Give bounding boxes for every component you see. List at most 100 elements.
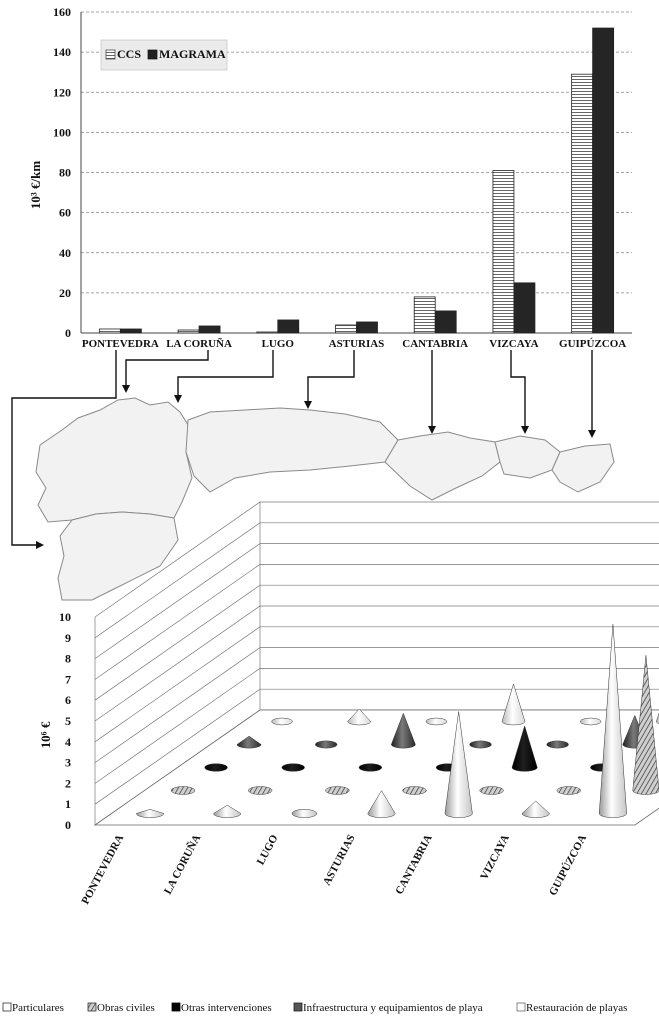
legend-label-magrama: MAGRAMA [159,47,226,61]
arrowhead-pontevedra [36,541,44,549]
cone-otras-intervenciones-base [204,763,228,772]
y-tick-label: 20 [59,286,71,300]
category-label: CANTABRIA [402,338,468,350]
gridlines [93,501,659,826]
category-label: LUGO [262,338,295,350]
arrow-lugo [177,350,274,397]
bar-magrama [119,328,142,334]
category-labels: PONTEVEDRA LA CORUÑA LUGO ASTURIAS CANTABRIA… [79,832,589,906]
bar-ccs [177,329,200,334]
arrowhead-cantabria [428,426,436,434]
z-tick-label: 1 [65,797,71,811]
bar-ccs [413,296,436,334]
cone-obras-civiles [632,655,659,795]
y-tick-label: 120 [53,85,71,99]
legend: CCS MAGRAMA [100,39,228,71]
legend-label-infraestructura: Infraestructura y equipamientos de playa [303,1002,483,1014]
cone-restauracion [501,683,526,726]
category-label: LUGO [255,832,281,867]
cone-infraestructura [391,712,416,749]
category-label: VIZCAYA [489,338,538,350]
cone-otras-intervenciones-base [281,763,305,772]
arrowhead-vizcaya [521,426,529,434]
category-label: LA CORUÑA [162,833,203,897]
z-tick-labels: 0 1 2 3 4 5 6 7 8 9 10 [59,610,71,832]
legend-bottom: Particulares Obras civiles Otras interve… [2,1002,627,1014]
legend-swatch-restauracion [516,1002,526,1012]
arrows [11,350,596,549]
cone-particulares [598,624,627,818]
cone-obras-civiles-base [325,786,350,795]
bar-ccs [492,170,515,334]
arrow-asturias [307,350,355,403]
y-tick-label: 160 [53,5,71,19]
bar-magrama [356,321,378,334]
bar-magrama [277,319,300,334]
category-label: CANTABRIA [393,833,435,897]
legend-swatch-infraestructura [293,1002,303,1012]
y-tick-label: 140 [53,45,71,59]
legend-label-obras-civiles: Obras civiles [97,1002,155,1014]
y-tick-label: 80 [59,166,71,180]
cones [136,624,659,818]
bar-chart: 0 20 40 60 80 100 120 140 160 PONTEVEDRA LA CORUÑ… [28,5,632,350]
y-tick-label: 60 [59,206,71,220]
z-tick-label: 9 [65,631,71,645]
legend-swatch-magrama [147,49,158,60]
z-tick-label: 5 [65,714,71,728]
cone-obras-civiles-base [170,786,196,795]
y-tick-label: 40 [59,246,71,260]
cone-obras-civiles-base [479,786,504,795]
cone-otras-intervenciones-base [358,763,382,772]
cone-particulares [444,711,473,818]
legend-label-ccs: CCS [117,47,141,61]
z-tick-label: 6 [65,693,71,707]
cone-particulares [213,804,242,818]
category-label: PONTEVEDRA [79,833,126,907]
category-label: VIZCAYA [478,833,512,882]
cone-infraestructura-base [546,740,569,749]
z-tick-label: 4 [65,735,71,749]
cone-infraestructura-base [315,740,338,749]
bar-magrama [434,310,457,334]
bar-magrama [198,325,221,334]
legend-label-otras-intervenciones: Otras intervenciones [181,1002,272,1014]
arrowhead-la-coruna [122,385,130,393]
cone-restauracion-base [425,717,447,726]
map-region-cantabria [384,431,501,501]
cone-restauracion-base [580,717,602,726]
y-tick-label: 0 [65,326,71,340]
z-tick-label: 8 [65,652,71,666]
cone-otras-intervenciones [511,725,538,772]
bar-ccs [335,324,357,334]
arrow-pontevedra [11,350,117,546]
legend-label-particulares: Particulares [12,1002,64,1014]
legend-panel [100,39,228,71]
cone-obras-civiles-base [556,786,581,795]
z-tick-label: 0 [65,818,71,832]
cone-particulares-base [291,809,317,818]
map-region-asturias [185,407,399,493]
legend-swatch-particulares [2,1002,12,1012]
z-tick-label: 3 [65,756,71,770]
map-region-galicia-south [57,511,179,601]
z-tick-label: 7 [65,672,71,686]
bar-ccs [256,331,279,334]
bar-magrama [513,282,536,334]
bars [98,27,615,334]
legend-label-restauracion: Restauración de playas [526,1002,627,1014]
bar-ccs [98,328,121,334]
arrow-vizcaya [510,350,526,428]
map-region-vizcaya [494,435,561,479]
cone-restauracion-base [271,717,293,726]
arrowhead-guipuzcoa [588,430,596,438]
map-region-galicia-north [35,397,193,523]
legend-swatch-ccs [105,49,116,60]
cone-particulares [367,790,396,818]
arrowhead-asturias [304,401,312,409]
category-label: ASTURIAS [329,338,385,350]
cone-restauracion [347,708,371,726]
cone-infraestructura [236,735,262,749]
map-region-guipuzcoa [551,443,615,493]
coast-map [35,397,615,601]
